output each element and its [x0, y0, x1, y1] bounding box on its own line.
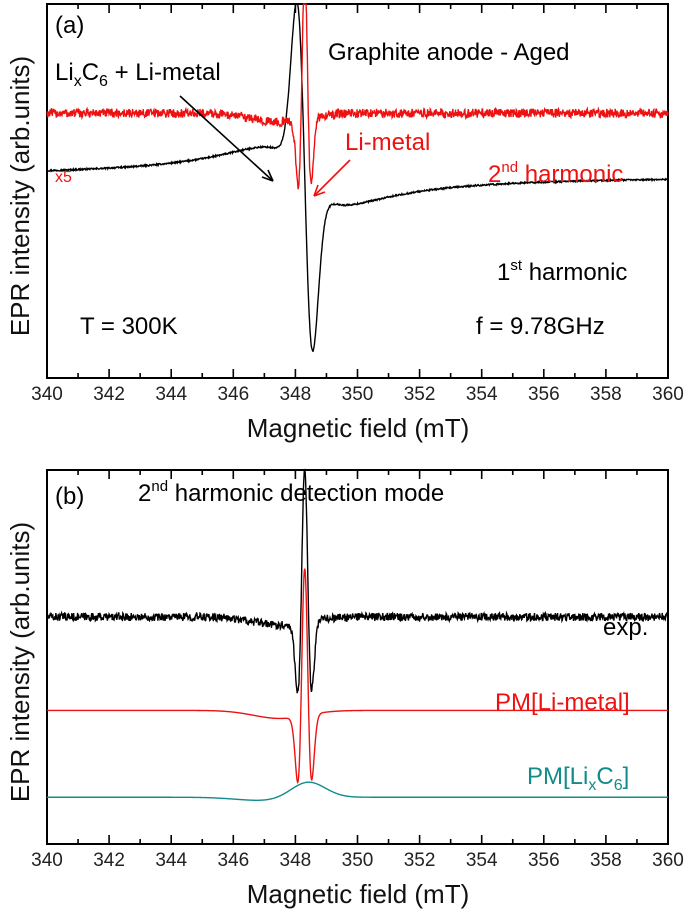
- x-tick-label-348: 348: [280, 850, 312, 871]
- x-tick-label-346: 346: [217, 384, 249, 405]
- panel-a-x-axis-title: Magnetic field (mT): [247, 413, 470, 443]
- series-pm-lixc6: [47, 781, 668, 801]
- panel-b-x-axis-title: Magnetic field (mT): [247, 879, 470, 909]
- panel-b-x-tick-labels: 340 342 344 346 348 350 352 354 356 358 360: [31, 850, 684, 871]
- x-tick-label-360: 360: [652, 384, 684, 405]
- annotation-lixc6-li-metal: LixC6 + Li-metal: [55, 59, 221, 90]
- panel-a: 340 342 344 346 348 350 352 354 356 358 360 (a) Gr…: [5, 3, 684, 443]
- annotation-li-metal: Li-metal: [345, 129, 430, 156]
- x-tick-label-340: 340: [31, 850, 63, 871]
- panel-b: 340 342 344 346 348 350 352 354 356 358 360 (b) 2n…: [5, 468, 684, 909]
- annotation-temperature: T = 300K: [80, 313, 178, 340]
- arrow-li-metal-head: [313, 184, 326, 197]
- series-second-harmonic: [46, 3, 669, 190]
- annotation-scale-x5: x5: [55, 169, 72, 186]
- panel-a-x-tick-labels: 340 342 344 346 348 350 352 354 356 358 360: [31, 384, 684, 405]
- series-first-harmonic: [46, 3, 669, 352]
- panel-b-title: 2nd harmonic detection mode: [138, 478, 444, 507]
- x-tick-label-352: 352: [404, 384, 436, 405]
- label-pm-li-metal: PM[Li-metal]: [495, 689, 630, 716]
- x-tick-label-356: 356: [528, 384, 560, 405]
- panel-a-label: (a): [55, 12, 84, 39]
- x-tick-label-344: 344: [155, 850, 187, 871]
- x-tick-label-348: 348: [280, 384, 312, 405]
- arrow-li-metal: [313, 159, 351, 197]
- x-tick-label-342: 342: [93, 384, 125, 405]
- arrow-lixc6: [179, 95, 274, 182]
- panel-a-y-axis-title: EPR intensity (arb.units): [5, 56, 35, 336]
- label-second-harmonic: 2nd harmonic: [488, 159, 623, 188]
- x-tick-label-354: 354: [466, 384, 498, 405]
- x-tick-label-352: 352: [404, 850, 436, 871]
- x-tick-label-360: 360: [652, 850, 684, 871]
- arrow-lixc6-head: [261, 169, 274, 182]
- x-tick-label-342: 342: [93, 850, 125, 871]
- x-tick-label-340: 340: [31, 384, 63, 405]
- annotation-frequency: f = 9.78GHz: [476, 313, 605, 340]
- series-pm-li-metal: [47, 568, 668, 785]
- label-first-harmonic: 1st harmonic: [497, 257, 627, 286]
- label-pm-lixc6: PM[LixC6]: [527, 763, 629, 794]
- x-tick-label-350: 350: [342, 384, 374, 405]
- x-tick-label-346: 346: [217, 850, 249, 871]
- x-tick-label-358: 358: [590, 384, 622, 405]
- x-tick-label-350: 350: [342, 850, 374, 871]
- series-exp: [46, 468, 669, 694]
- x-tick-label-344: 344: [155, 384, 187, 405]
- panel-b-y-axis-title: EPR intensity (arb.units): [5, 522, 35, 802]
- panel-b-x-ticks: [46, 470, 669, 844]
- panel-b-label: (b): [55, 483, 84, 510]
- x-tick-label-356: 356: [528, 850, 560, 871]
- panel-a-x-ticks: [46, 4, 669, 378]
- x-tick-label-358: 358: [590, 850, 622, 871]
- label-exp: exp.: [603, 614, 648, 641]
- x-tick-label-354: 354: [466, 850, 498, 871]
- panel-a-title: Graphite anode - Aged: [328, 39, 570, 66]
